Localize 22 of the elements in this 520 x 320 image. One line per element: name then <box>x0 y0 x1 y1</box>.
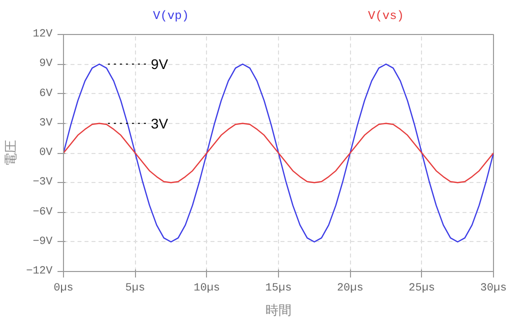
y-tick-label: 0V <box>39 147 53 159</box>
text: V(vp) <box>152 8 190 23</box>
y-tick-label: 9V <box>39 58 53 70</box>
y-tick-label: −12V <box>26 266 53 278</box>
y-tick-label: 12V <box>32 28 53 40</box>
x-tick-label: 25µs <box>408 282 436 294</box>
y-tick-label: −6V <box>32 206 53 218</box>
text: V(vs) <box>368 8 404 23</box>
y-tick-label: −9V <box>32 236 53 248</box>
y-tick-label: 6V <box>39 88 53 100</box>
x-tick-label: 15µs <box>265 282 292 294</box>
x-axis-title: 時間 <box>266 302 292 318</box>
y-axis-title: 電圧 <box>3 140 18 166</box>
y-tick-label: −3V <box>32 176 53 189</box>
annotation: 9V <box>150 56 169 72</box>
x-tick-label: 10µs <box>194 282 220 294</box>
x-tick-label: 30µs <box>480 282 507 294</box>
x-tick-label: 5µs <box>125 282 146 294</box>
annotation: 3V <box>150 115 169 132</box>
x-tick-label: 20µs <box>336 282 364 294</box>
y-tick-label: 3V <box>39 117 53 130</box>
x-tick-label: 0µs <box>54 282 74 294</box>
